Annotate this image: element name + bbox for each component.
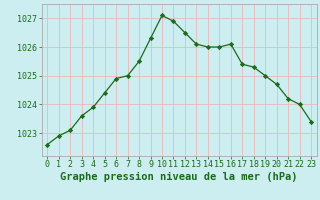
X-axis label: Graphe pression niveau de la mer (hPa): Graphe pression niveau de la mer (hPa)	[60, 172, 298, 182]
